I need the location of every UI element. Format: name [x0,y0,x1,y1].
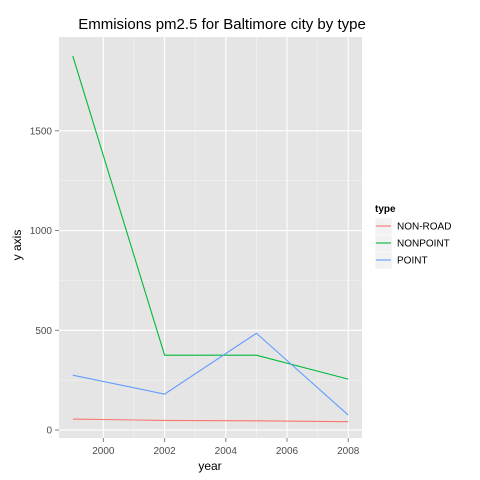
y-tick-label: 0 [46,426,52,437]
axis-ticks: 2000 2002 2004 2006 2008 0 500 1000 1500 [30,126,360,457]
major-gridlines [59,37,362,438]
legend: type NON-ROAD NONPOINT POINT [374,204,451,270]
legend-label-point: POINT [397,256,428,267]
series-lines [72,55,349,423]
legend-label-nonpoint: NONPOINT [397,239,450,250]
y-axis-title: y axis [10,230,24,261]
x-tick-label: 2002 [153,446,176,457]
x-tick-label: 2004 [215,446,238,457]
x-axis-title: year [198,459,221,473]
series-line-non-road [72,418,349,423]
y-tick-label: 500 [35,326,52,337]
y-tick-label: 1000 [30,226,53,237]
x-tick-label: 2008 [337,446,360,457]
x-tick-label: 2006 [276,446,299,457]
series-line-nonpoint [72,55,349,380]
x-tick-label: 2000 [92,446,115,457]
series-line-point [72,332,349,416]
legend-label-non-road: NON-ROAD [397,222,451,233]
plot-panel [59,37,362,438]
chart-title: Emmisions pm2.5 for Baltimore city by ty… [78,16,366,33]
y-tick-label: 1500 [30,126,53,137]
minor-gridlines [59,37,362,438]
legend-title: type [375,204,396,215]
